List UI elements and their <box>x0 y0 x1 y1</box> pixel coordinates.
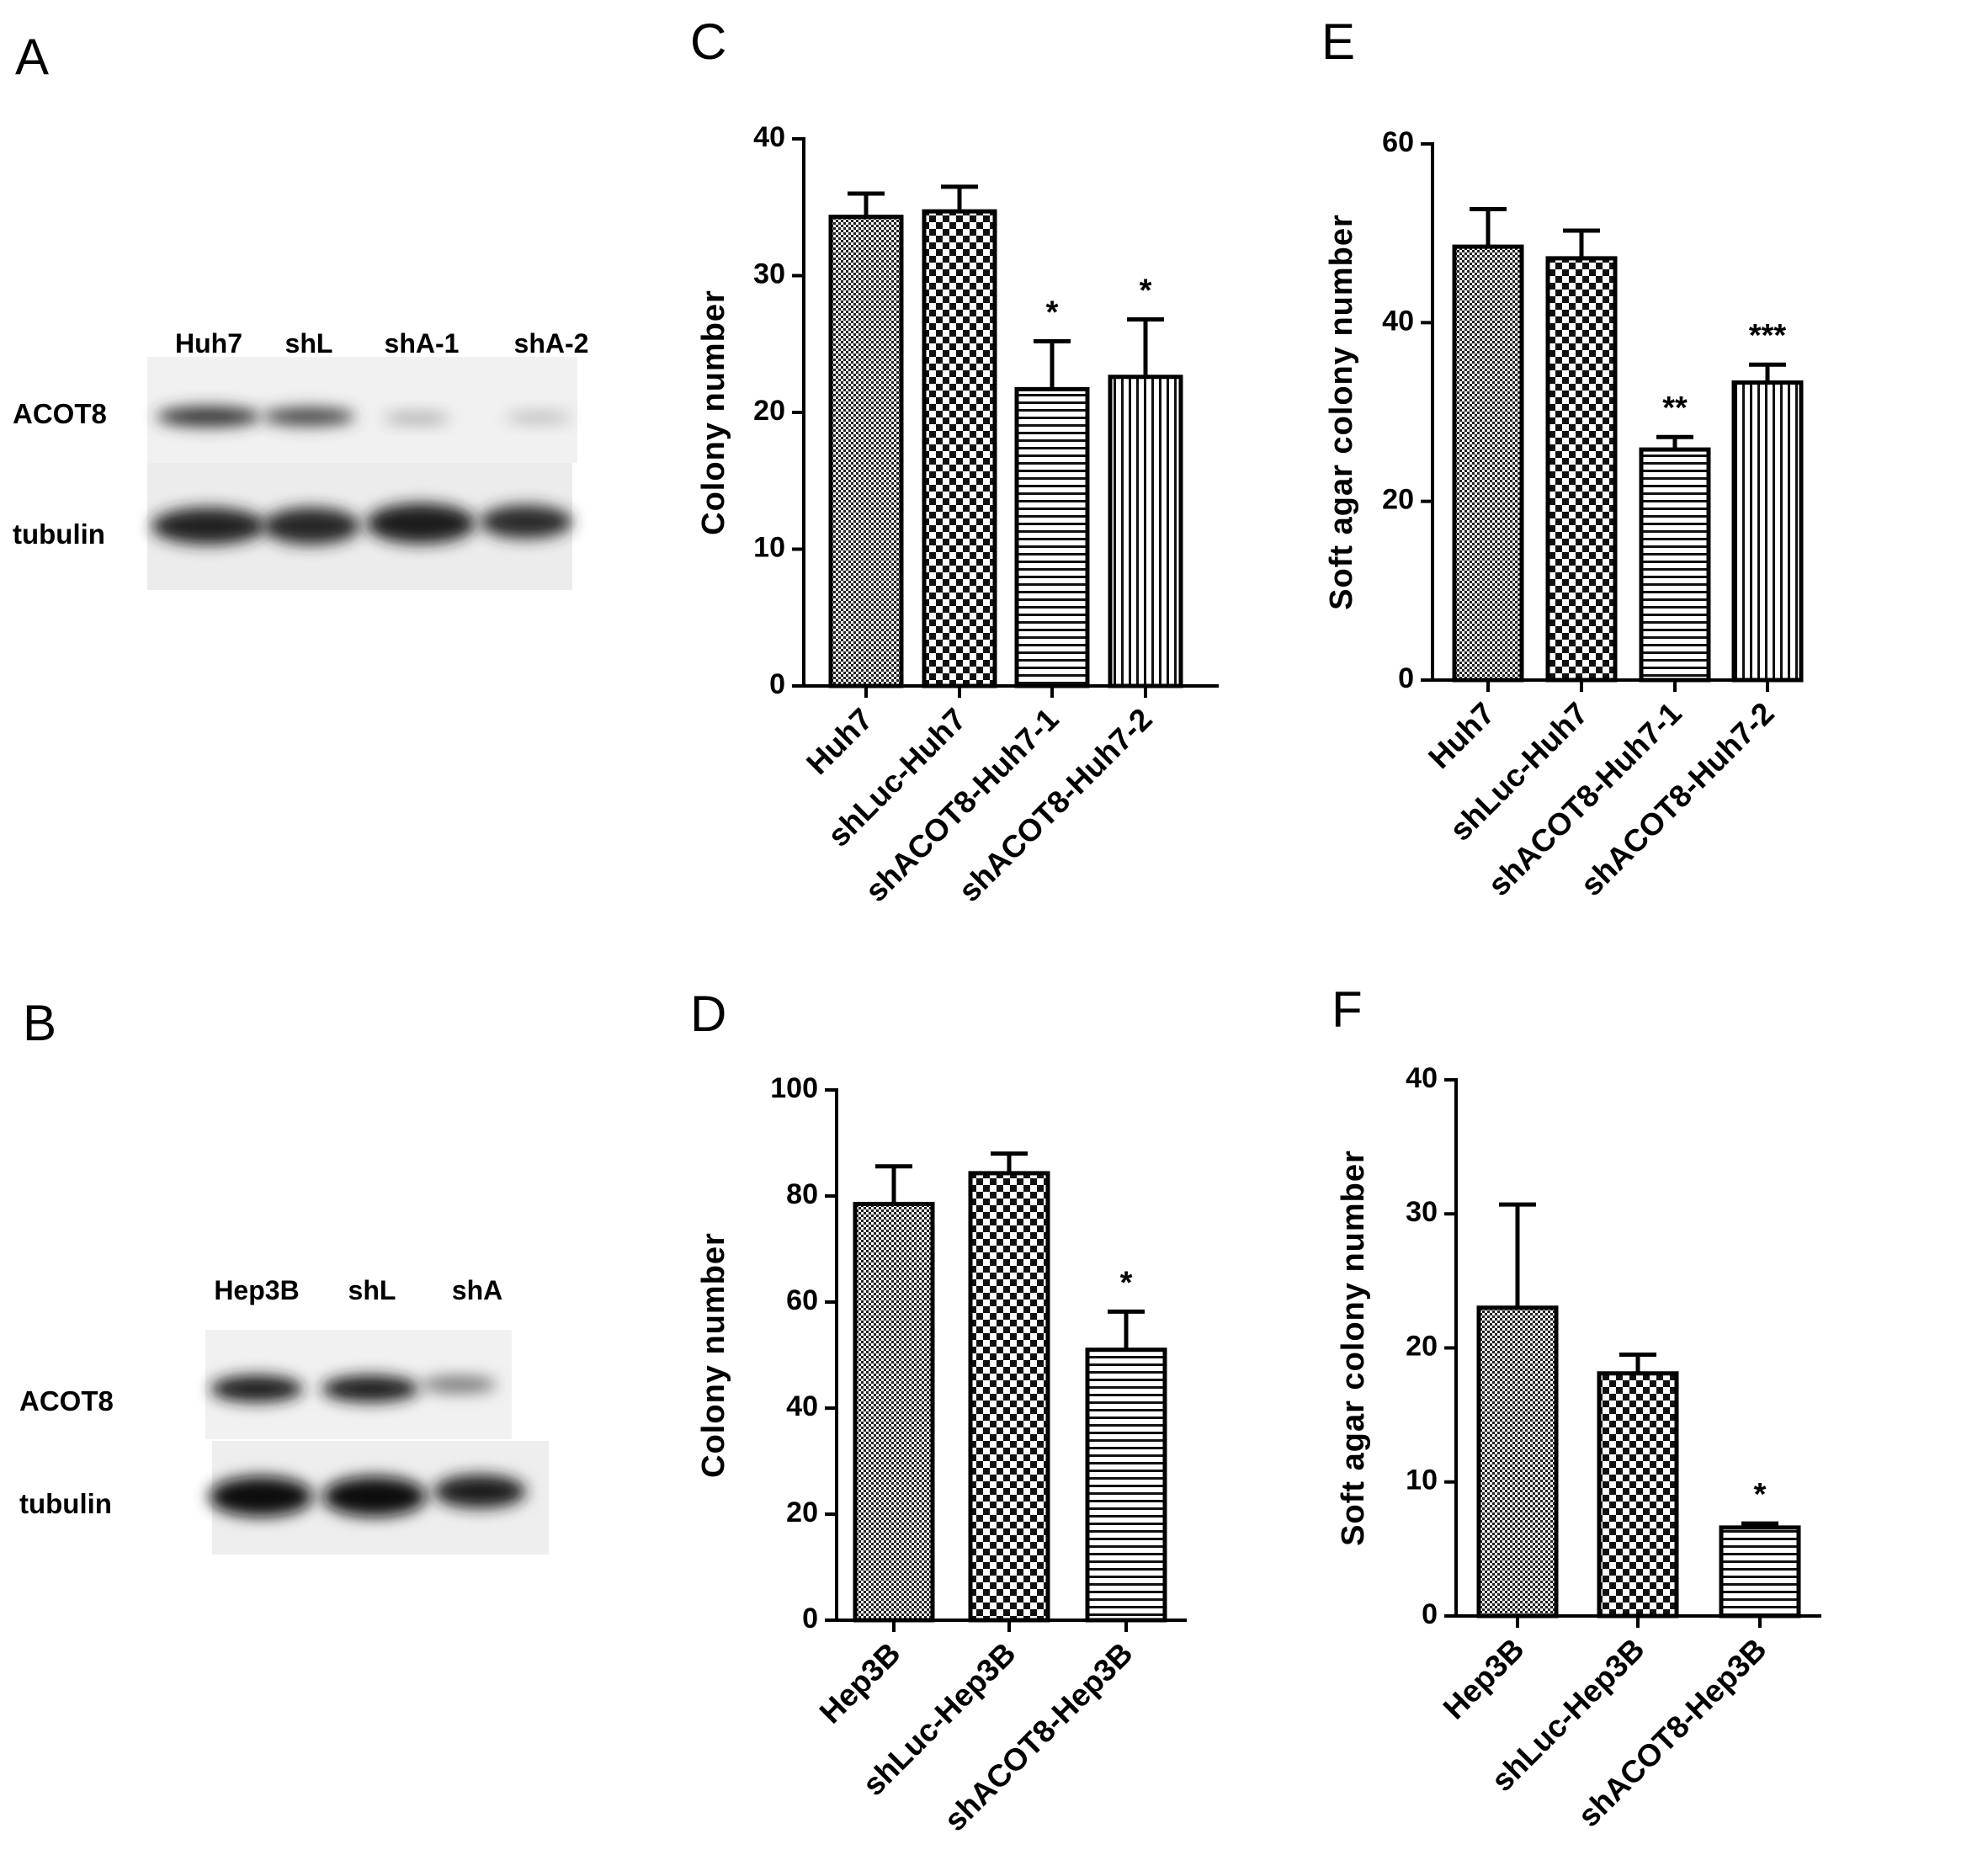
significance: *** <box>1749 318 1787 353</box>
significance: * <box>1754 1477 1767 1512</box>
row-label: ACOT8 <box>19 1385 114 1417</box>
y-tick-label: 20 <box>1406 1330 1438 1362</box>
significance: * <box>1120 1265 1133 1300</box>
bar <box>1597 1371 1679 1619</box>
y-tick-label: 100 <box>770 1072 818 1104</box>
bar <box>1108 375 1183 688</box>
y-tick-label: 30 <box>1406 1196 1438 1228</box>
y-tick-label: 20 <box>1382 484 1414 516</box>
panel-letter: E <box>1321 13 1355 70</box>
lane-label: Hep3B <box>214 1275 299 1305</box>
panel-letter: D <box>690 986 726 1042</box>
lane-label: Huh7 <box>175 328 242 359</box>
x-tick-label: Huh7 <box>800 702 879 781</box>
bar <box>1719 1525 1801 1619</box>
panel-letter: C <box>690 13 726 70</box>
y-tick-label: 0 <box>802 1603 818 1634</box>
y-tick-label: 40 <box>1382 305 1414 337</box>
y-tick-label: 10 <box>753 531 785 563</box>
significance: ** <box>1662 391 1688 426</box>
y-tick-label: 0 <box>769 668 785 700</box>
y-axis-label: Soft agar colony number <box>1324 214 1359 610</box>
y-tick-label: 20 <box>786 1496 818 1528</box>
row-label: ACOT8 <box>13 398 107 429</box>
x-tick-label: Hep3B <box>813 1636 907 1730</box>
bar <box>968 1171 1050 1623</box>
lane-label: shA-2 <box>514 328 589 359</box>
y-tick-label: 0 <box>1398 662 1414 694</box>
x-tick-label: Huh7 <box>1422 696 1501 775</box>
panel-letter: B <box>23 995 56 1051</box>
blot-bands <box>151 407 572 1517</box>
y-tick-label: 0 <box>1422 1598 1438 1630</box>
row-label: tubulin <box>19 1488 112 1519</box>
y-axis-label: Colony number <box>696 290 731 535</box>
panel-letter: A <box>15 29 49 85</box>
y-tick-label: 80 <box>786 1178 818 1210</box>
lane-label: shA-1 <box>385 328 460 359</box>
bar <box>922 209 997 688</box>
bar <box>853 1201 935 1623</box>
significance: * <box>1140 274 1152 309</box>
bar <box>1545 256 1618 683</box>
y-tick-label: 60 <box>1382 126 1414 158</box>
y-tick-label: 20 <box>753 395 785 427</box>
x-tick-label: Hep3B <box>1437 1632 1531 1726</box>
row-label: tubulin <box>13 518 105 550</box>
bar <box>1639 447 1711 683</box>
y-tick-label: 30 <box>753 258 785 290</box>
bar <box>828 215 904 688</box>
y-tick-label: 60 <box>786 1284 818 1316</box>
bar <box>1476 1305 1559 1619</box>
y-tick-label: 40 <box>786 1390 818 1422</box>
y-axis-label: Colony number <box>696 1232 731 1478</box>
bar <box>1085 1347 1167 1623</box>
panel-letter: F <box>1332 981 1363 1038</box>
lane-label: shA <box>452 1275 502 1305</box>
lane-label: shL <box>285 328 333 359</box>
bar <box>1731 380 1804 683</box>
y-tick-label: 40 <box>1406 1062 1438 1094</box>
y-axis-label: Soft agar colony number <box>1336 1150 1371 1546</box>
significance: * <box>1046 295 1059 331</box>
y-tick-label: 40 <box>753 121 785 153</box>
bar <box>1014 386 1090 688</box>
lane-label: shL <box>348 1275 396 1305</box>
y-tick-label: 10 <box>1406 1464 1438 1496</box>
bar <box>1452 244 1524 683</box>
